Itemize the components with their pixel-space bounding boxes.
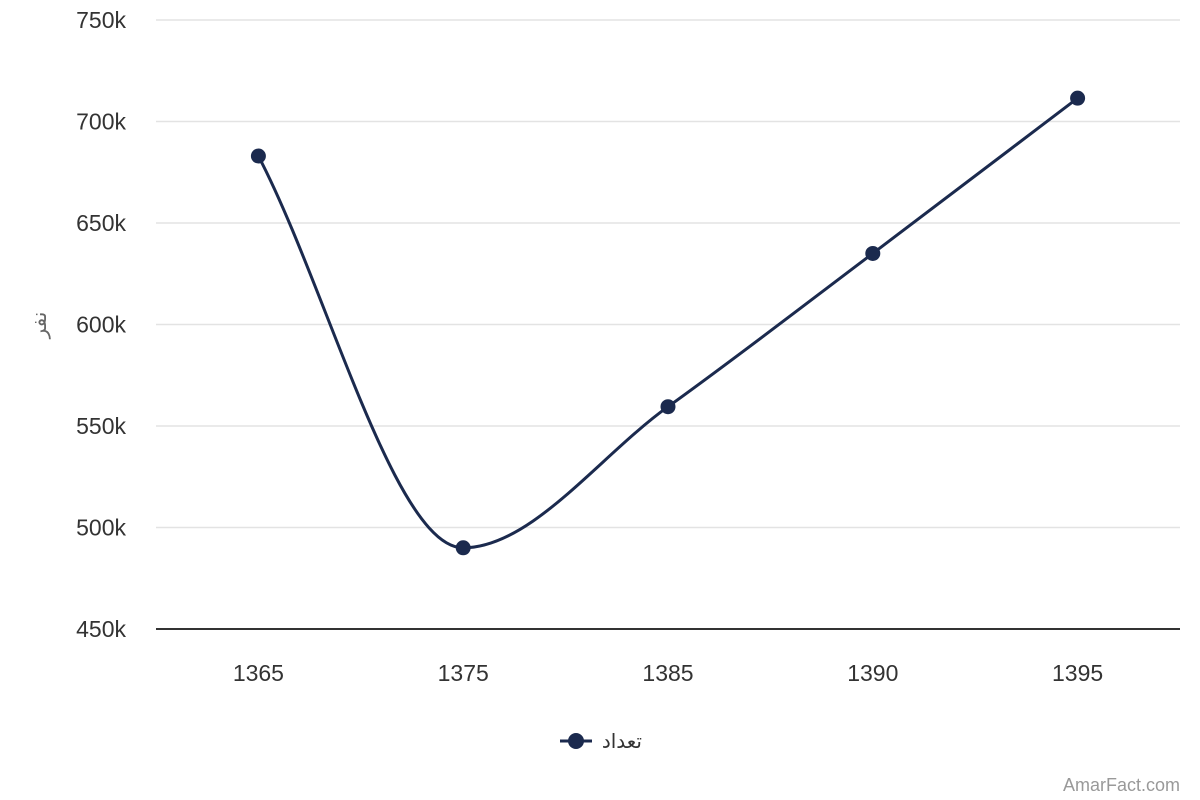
y-axis-label: نفر: [27, 312, 51, 340]
y-tick-label: 600k: [76, 312, 126, 338]
x-tick-label: 1390: [847, 660, 898, 686]
series-line: [257, 96, 1079, 550]
data-point[interactable]: [455, 540, 471, 556]
x-tick-label: 1395: [1052, 660, 1103, 686]
x-tick-label: 1375: [438, 660, 489, 686]
series-points: [250, 90, 1086, 556]
data-point[interactable]: [865, 245, 881, 261]
y-tick-label: 450k: [76, 616, 126, 642]
legend-marker: [568, 733, 584, 749]
legend[interactable]: تعداد: [560, 729, 642, 753]
y-axis-ticks: 450k 500k 550k 600k 650k 700k 750k: [76, 7, 126, 642]
x-tick-label: 1385: [642, 660, 693, 686]
y-tick-label: 750k: [76, 7, 126, 33]
y-tick-label: 700k: [76, 109, 126, 135]
gridlines: [156, 19, 1180, 529]
credit-text[interactable]: AmarFact.com: [1063, 775, 1180, 795]
x-tick-label: 1365: [233, 660, 284, 686]
x-axis-ticks: 1365 1375 1385 1390 1395: [233, 660, 1103, 686]
y-tick-label: 550k: [76, 413, 126, 439]
y-tick-label: 500k: [76, 515, 126, 541]
data-point[interactable]: [1070, 90, 1086, 106]
data-point[interactable]: [660, 399, 676, 415]
legend-label: تعداد: [602, 729, 642, 753]
y-tick-label: 650k: [76, 210, 126, 236]
data-point[interactable]: [250, 148, 266, 164]
